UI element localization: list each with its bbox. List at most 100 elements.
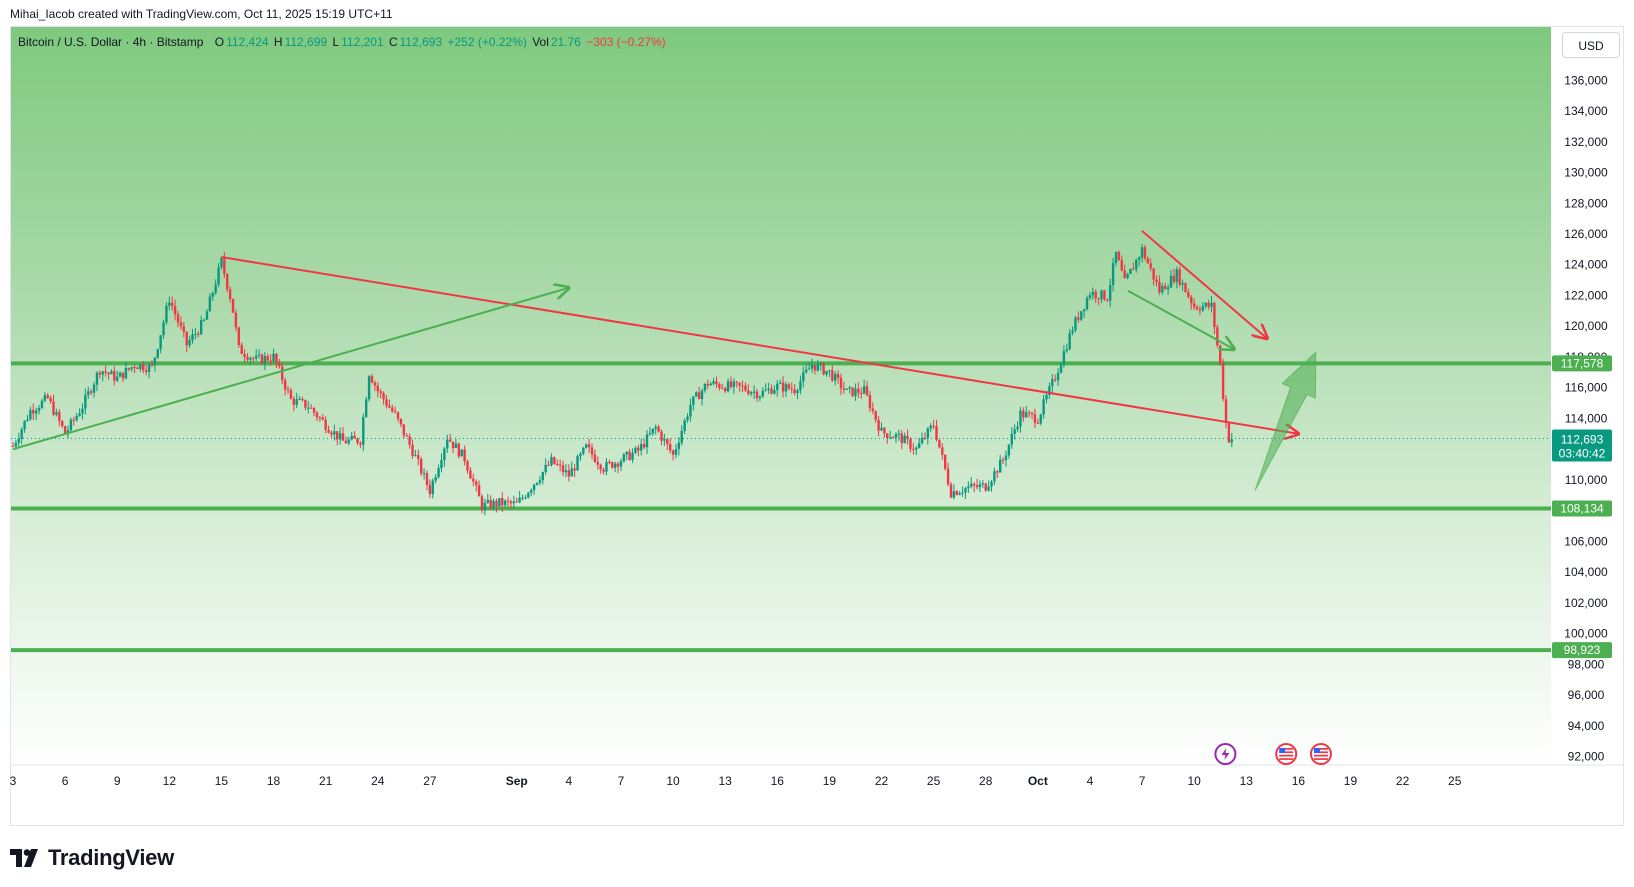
candle-body: [489, 499, 492, 508]
candle-body: [712, 381, 715, 384]
candle-body: [854, 388, 857, 397]
candle-body: [909, 439, 912, 449]
candle-countdown: 03:40:42: [1559, 446, 1606, 460]
candle-body: [408, 436, 411, 445]
candle-body: [475, 481, 478, 486]
candle-body: [530, 490, 533, 493]
candle-body: [359, 442, 362, 445]
candle-body: [98, 372, 102, 375]
candle-body: [448, 439, 452, 442]
candle-body: [657, 426, 660, 432]
candle-body: [564, 470, 568, 473]
candle-body: [706, 383, 709, 386]
candle-body: [55, 411, 58, 415]
candle-body: [249, 358, 252, 360]
candle-body: [668, 444, 672, 451]
candle-body: [871, 408, 875, 411]
candle-body: [1082, 309, 1086, 312]
candle-body: [139, 364, 142, 370]
y-tick-label: 122,000: [1564, 288, 1608, 302]
candle-body: [1074, 317, 1077, 331]
symbol-title[interactable]: Bitcoin / U.S. Dollar · 4h · Bitstamp: [18, 35, 204, 49]
candle-body: [1161, 285, 1164, 293]
candle-body: [234, 312, 238, 328]
tradingview-logo[interactable]: TradingView: [10, 845, 174, 871]
candle-body: [825, 370, 828, 375]
event-markers[interactable]: [1214, 743, 1332, 765]
us-flag-icon[interactable]: [1275, 743, 1298, 765]
candle-body: [118, 372, 122, 377]
event-icon[interactable]: [1214, 743, 1237, 765]
level-badges: 117,578 108,134 98,923: [1552, 355, 1612, 659]
candle-body: [741, 385, 744, 387]
candle-body: [460, 449, 463, 457]
candle-body: [553, 457, 556, 464]
x-tick-label: 22: [875, 774, 889, 788]
y-tick-label: 132,000: [1564, 135, 1608, 149]
candle-body: [677, 442, 681, 450]
candle-body: [579, 453, 582, 457]
candle-body: [996, 471, 999, 473]
candle-body: [168, 302, 171, 306]
candle-body: [949, 484, 953, 498]
bolt-glyph: [1221, 748, 1230, 760]
candle-body: [469, 470, 472, 479]
bullish-projection-arrow: [1254, 351, 1317, 491]
candle-body: [839, 377, 843, 389]
candle-body: [628, 451, 631, 460]
candle-body: [990, 481, 993, 487]
candle-body: [257, 354, 261, 356]
candle-body: [446, 439, 449, 449]
candle-body: [750, 392, 753, 395]
y-tick-label: 124,000: [1564, 258, 1608, 272]
candle-body: [697, 392, 701, 400]
candle-body: [619, 461, 623, 467]
candle-body: [307, 407, 310, 409]
candle-body: [20, 429, 23, 439]
candle-body: [495, 500, 498, 507]
candle-body: [333, 431, 336, 435]
y-tick-label: 104,000: [1564, 565, 1608, 579]
candle-body: [309, 407, 313, 409]
x-tick-label: 16: [771, 774, 785, 788]
candle-body: [967, 486, 970, 489]
candle-body: [113, 371, 116, 381]
candle-body: [43, 395, 47, 401]
projection-arrow: [1254, 351, 1317, 491]
candle-body: [567, 470, 571, 477]
candle-body: [298, 399, 301, 401]
candle-body: [425, 472, 429, 485]
candle-body: [1019, 410, 1022, 427]
currency-button[interactable]: USD: [1562, 32, 1620, 58]
candle-body: [318, 417, 322, 419]
candle-body: [813, 365, 817, 371]
candle-body: [26, 419, 29, 421]
time-axis[interactable]: 3 6 9 12 15 18 21 24 27 Sep 4 7 10 13 16 19 22 25 28 Oct 4 7 1…: [10, 774, 1462, 788]
x-tick-label: 15: [215, 774, 229, 788]
x-tick-label: 13: [718, 774, 732, 788]
x-tick-label: 7: [1139, 774, 1146, 788]
candle-body: [72, 419, 75, 421]
x-tick-label: 10: [666, 774, 680, 788]
candle-body: [1025, 412, 1028, 418]
candle-body: [17, 438, 20, 443]
candle-body: [182, 326, 186, 332]
candle-body: [561, 465, 565, 473]
candle-body: [613, 463, 617, 468]
red-trendline: [221, 256, 1298, 434]
change-value: +252 (+0.22%): [447, 35, 527, 49]
candle-body: [894, 434, 898, 438]
candle-body: [718, 384, 721, 388]
candle-body: [842, 388, 846, 390]
us-flag-icon[interactable]: [1309, 743, 1332, 765]
candle-body: [301, 399, 304, 401]
candle-body: [747, 390, 750, 395]
candle-body: [124, 367, 128, 379]
candle-body: [558, 464, 562, 466]
candle-body: [1045, 394, 1048, 400]
candle-body: [758, 396, 762, 399]
candle-body: [252, 358, 255, 360]
candle-body: [1158, 281, 1161, 293]
